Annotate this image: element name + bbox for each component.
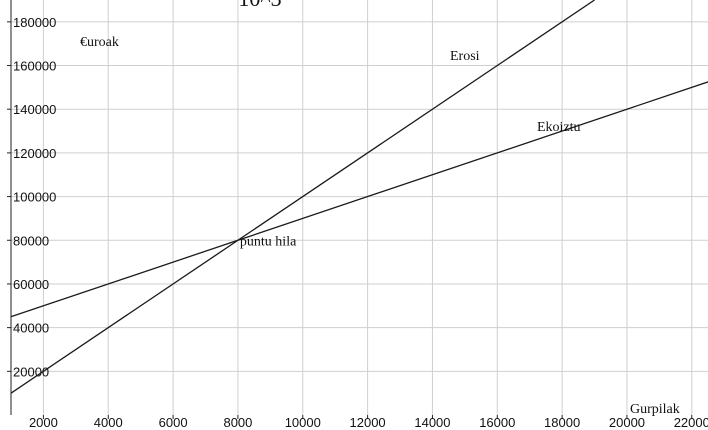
y-tick-label: 180000 xyxy=(13,15,56,30)
series-line-ekoiztu xyxy=(11,81,708,318)
y-tick-label: 20000 xyxy=(13,364,49,379)
x-tick-label: 6000 xyxy=(159,415,188,430)
x-tick-label: 4000 xyxy=(94,415,123,430)
axes xyxy=(7,0,693,419)
y-tick-label: 140000 xyxy=(13,102,56,117)
x-tick-label: 22000 xyxy=(674,415,708,430)
series-labels: Erosi Ekoiztu puntu hila xyxy=(240,49,581,249)
y-tick-label: 100000 xyxy=(13,190,56,205)
x-axis-label: Gurpilak xyxy=(630,402,680,417)
x-tick-label: 2000 xyxy=(29,415,58,430)
series-lines xyxy=(11,0,708,394)
y-axis-label: €uroak xyxy=(80,35,119,50)
y-tick-label: 60000 xyxy=(13,277,49,292)
y-tick-label: 160000 xyxy=(13,59,56,74)
x-tick-label: 10000 xyxy=(285,415,321,430)
grid-lines xyxy=(11,0,708,415)
series-label-ekoiztu: Ekoiztu xyxy=(537,120,581,135)
series-line-erosi xyxy=(11,0,595,394)
y-tick-label: 120000 xyxy=(13,146,56,161)
y-tick-label: 40000 xyxy=(13,321,49,336)
x-tick-label: 8000 xyxy=(223,415,252,430)
x-tick-label: 14000 xyxy=(414,415,450,430)
x-tick-label: 16000 xyxy=(479,415,515,430)
x-tick-label: 12000 xyxy=(350,415,386,430)
annotation-label: puntu hila xyxy=(240,234,297,249)
y-tick-label: 80000 xyxy=(13,233,49,248)
tick-labels: 2000 4000 6000 8000 10000 12000 14000 16000 1800… xyxy=(13,15,708,430)
series-label-erosi: Erosi xyxy=(450,49,480,64)
x-tick-label: 20000 xyxy=(609,415,645,430)
chart-title: 10^3 xyxy=(238,0,281,11)
x-tick-label: 18000 xyxy=(544,415,580,430)
